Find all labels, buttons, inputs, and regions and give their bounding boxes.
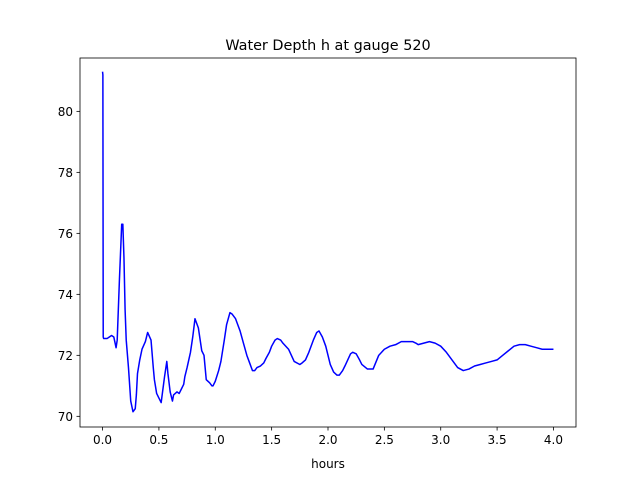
y-tick-label: 80 [58,105,73,119]
x-tick-label: 0.5 [149,433,168,447]
y-tick-label: 78 [58,166,73,180]
axes: 0.0 0.5 1.0 1.5 2.0 2.5 3.0 3.5 4.0 70 72 74 76 78 80 [58,57,577,447]
x-tick-label: 1.0 [206,433,225,447]
y-tick-label: 74 [58,288,73,302]
y-tick-label: 70 [58,410,73,424]
chart-title: Water Depth h at gauge 520 [225,38,430,54]
x-tick-label: 4.0 [544,433,563,447]
x-tick-label: 3.0 [431,433,450,447]
y-tick-label: 76 [58,227,73,241]
x-tick-label: 2.0 [318,433,337,447]
x-tick-label: 1.5 [262,433,281,447]
series-line-0 [101,71,554,413]
y-tick-label: 72 [58,349,73,363]
x-tick-label: 0.0 [93,433,112,447]
x-tick-label: 2.5 [375,433,394,447]
x-axis-label: hours [311,457,345,471]
plot-area [101,71,554,413]
x-tick-label: 3.5 [488,433,507,447]
